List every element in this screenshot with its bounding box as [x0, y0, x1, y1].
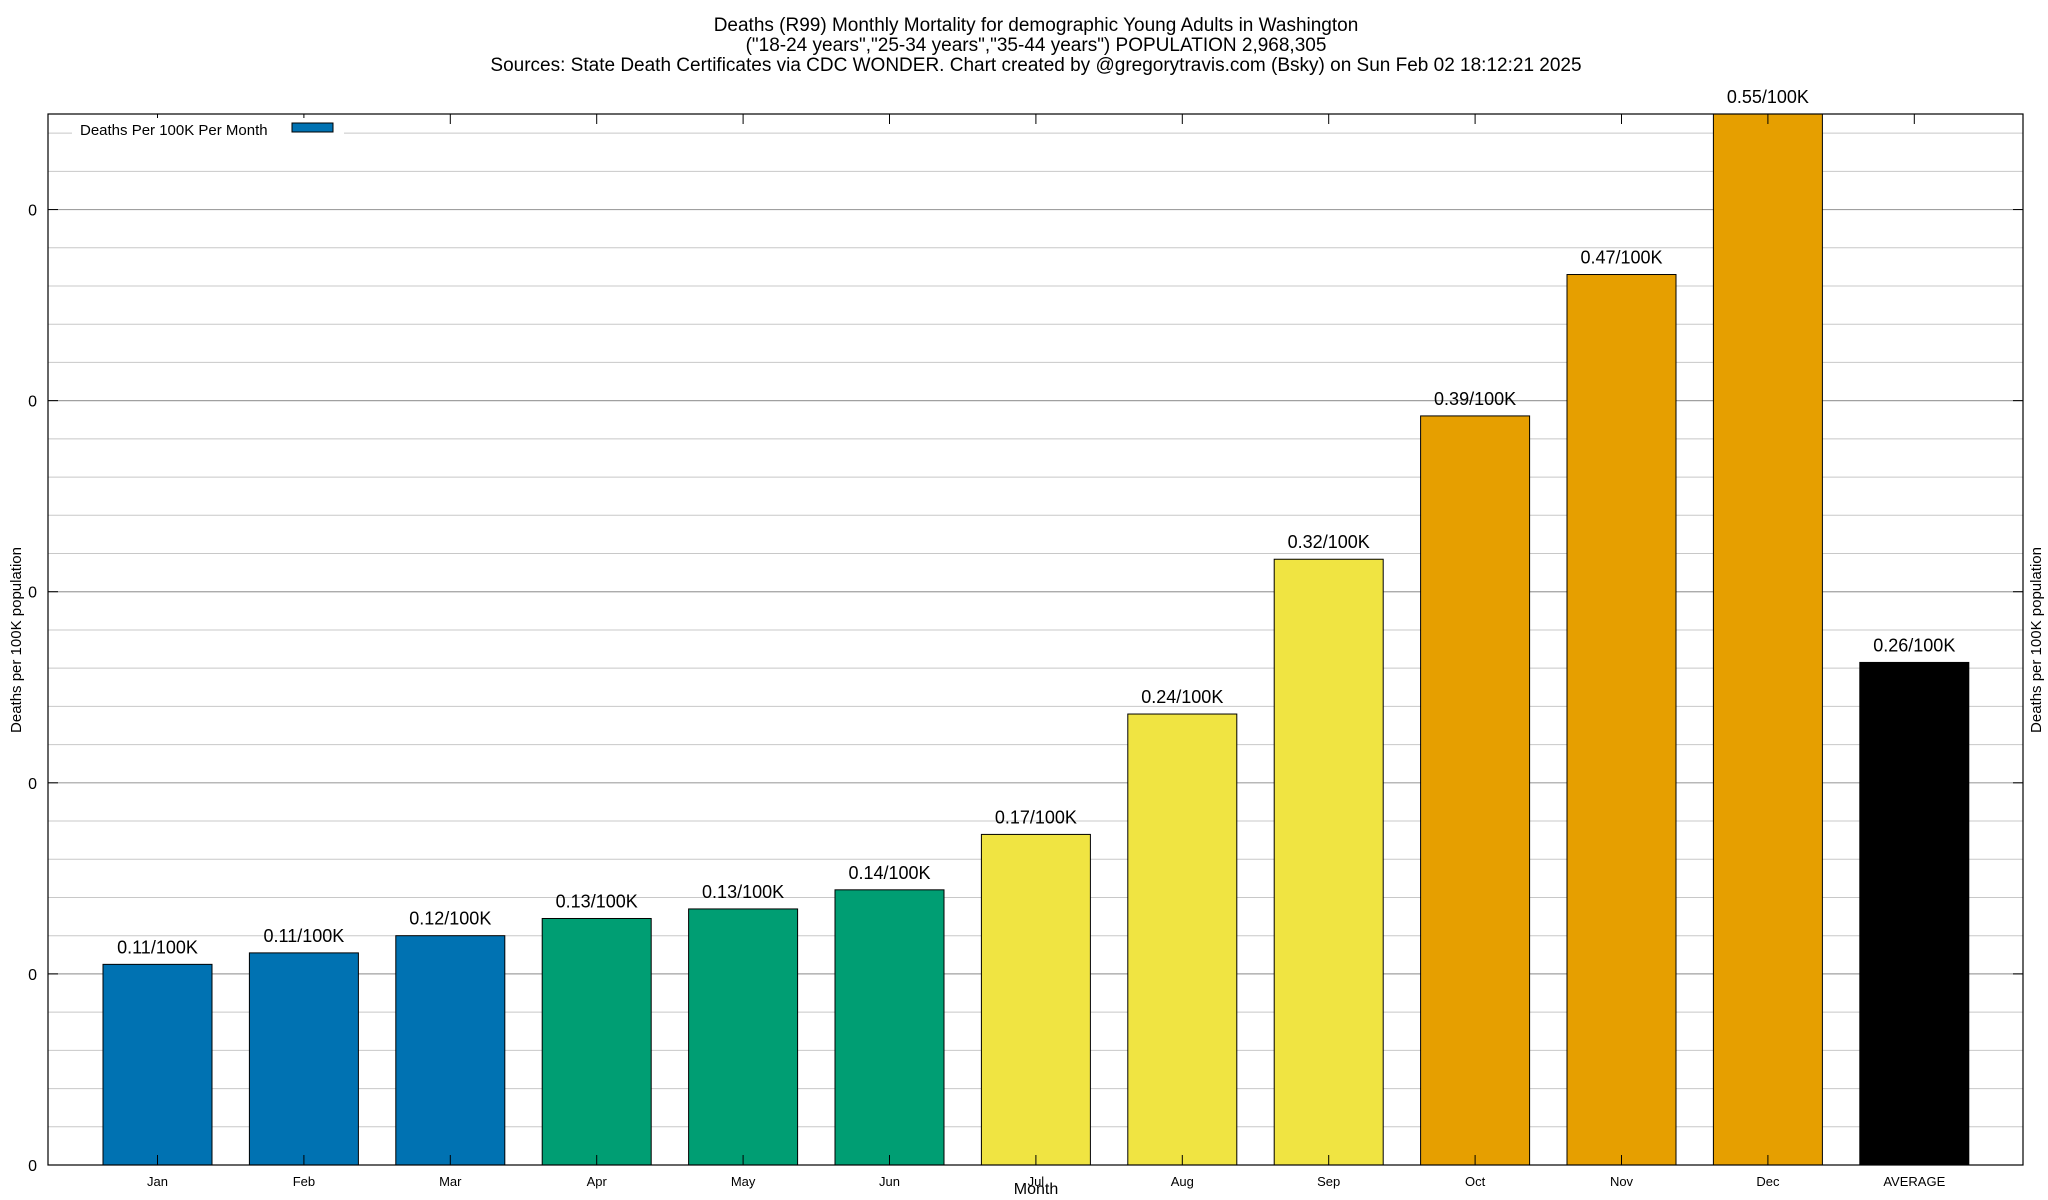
y-tick-label: 0	[28, 394, 37, 411]
bar	[834, 889, 945, 1166]
x-tick-label: AVERAGE	[1883, 1174, 1945, 1189]
bar	[1420, 415, 1531, 1166]
data-label: 0.32/100K	[1288, 532, 1370, 552]
data-label: 0.13/100K	[556, 891, 638, 911]
y-tick-label: 0	[28, 203, 37, 220]
x-tick-label: Aug	[1171, 1174, 1194, 1189]
bars	[102, 113, 1970, 1166]
plot-border	[47, 113, 2024, 1166]
y-tick-label: 0	[28, 776, 37, 793]
y-tick-label: 0	[28, 585, 37, 602]
bar	[688, 908, 799, 1166]
y-axis-label-right: Deaths per 100K population	[2028, 547, 2045, 733]
bar	[1859, 661, 1970, 1166]
x-tick-label: Nov	[1610, 1174, 1634, 1189]
data-label: 0.12/100K	[409, 909, 491, 929]
data-label: 0.39/100K	[1434, 389, 1516, 409]
x-axis-label: Month	[1014, 1181, 1058, 1198]
legend: Deaths Per 100K Per Month	[72, 118, 344, 142]
legend-label: Deaths Per 100K Per Month	[80, 122, 268, 139]
data-label: 0.55/100K	[1727, 87, 1809, 107]
x-tick-label: Jan	[147, 1174, 168, 1189]
x-tick-label: Apr	[587, 1174, 608, 1189]
y-tick-label: 0	[28, 1158, 37, 1175]
x-tick-label: Mar	[439, 1174, 462, 1189]
bar	[395, 935, 506, 1166]
axes: 0 0 0 0 0 0 Jan Feb Mar Apr May Jun Jul Aug Sep Oct Nov D…	[8, 113, 2045, 1198]
data-label: 0.17/100K	[995, 807, 1077, 827]
data-label: 0.13/100K	[702, 882, 784, 902]
data-label: 0.26/100K	[1873, 635, 1955, 655]
x-tick-label: Jul	[1028, 1174, 1045, 1189]
bar	[1712, 113, 1823, 1166]
data-labels: 0.11/100K 0.11/100K 0.12/100K 0.13/100K 0.13…	[117, 87, 1955, 957]
x-tick-label: Dec	[1756, 1174, 1780, 1189]
title-line: Sources: State Death Certificates via CD…	[490, 55, 1581, 76]
bar	[980, 833, 1091, 1166]
bar	[1273, 558, 1384, 1166]
chart-title: Deaths (R99) Monthly Mortality for demog…	[490, 15, 1581, 76]
y-axis-label-left: Deaths per 100K population	[8, 547, 25, 733]
bar	[1566, 274, 1677, 1166]
x-tick-label: Jun	[879, 1174, 900, 1189]
data-label: 0.14/100K	[848, 863, 930, 883]
bar	[248, 952, 359, 1166]
x-tick-label: Sep	[1317, 1174, 1340, 1189]
legend-swatch	[291, 122, 334, 133]
data-label: 0.11/100K	[117, 937, 198, 957]
data-label: 0.11/100K	[264, 926, 345, 946]
title-line: ("18-24 years","25-34 years","35-44 year…	[746, 35, 1327, 56]
x-tick-label: May	[731, 1174, 756, 1189]
bar	[541, 917, 652, 1166]
gridlines	[48, 132, 2023, 1128]
bar	[1127, 713, 1238, 1166]
data-label: 0.47/100K	[1580, 248, 1662, 268]
x-tick-label: Oct	[1465, 1174, 1486, 1189]
title-line: Deaths (R99) Monthly Mortality for demog…	[714, 15, 1359, 36]
x-tick-label: Feb	[293, 1174, 315, 1189]
y-tick-label: 0	[28, 967, 37, 984]
bar	[102, 963, 213, 1166]
data-label: 0.24/100K	[1141, 687, 1223, 707]
